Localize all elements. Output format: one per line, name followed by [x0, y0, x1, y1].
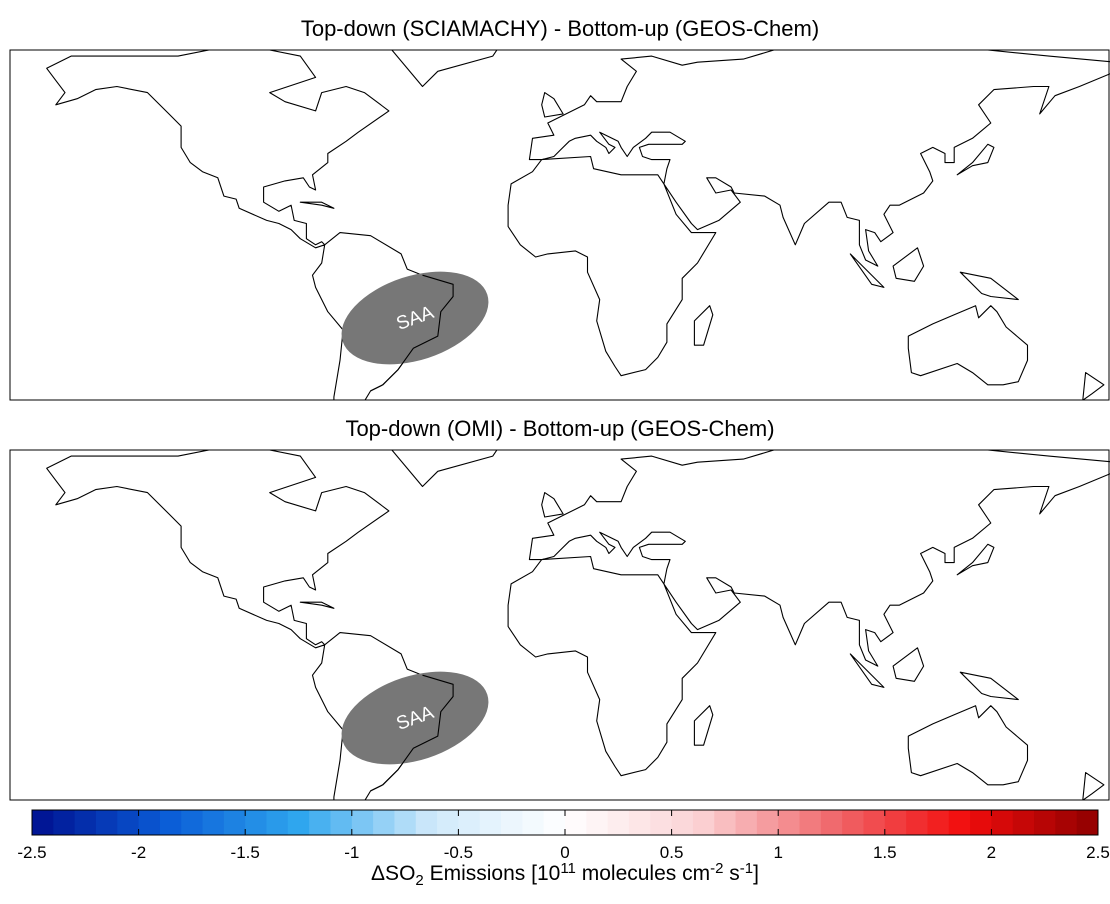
colorbar-cell [223, 810, 246, 835]
colorbar-cell [373, 810, 395, 835]
panel-frame [9, 449, 1110, 801]
colorbar-tick-label: -2 [131, 843, 146, 862]
colorbar-cell [53, 810, 76, 835]
colorbar-tick-label: -1 [344, 843, 359, 862]
colorbar-cell [863, 810, 886, 835]
panel-title: Top-down (SCIAMACHY) - Bottom-up (GEOS-C… [301, 16, 819, 41]
colorbar-tick-label: -2.5 [17, 843, 46, 862]
colorbar-cell [437, 810, 459, 835]
colorbar-cell [991, 810, 1014, 835]
colorbar-cell [415, 810, 438, 835]
colorbar-cell [799, 810, 822, 835]
map: SAA [46, 450, 1110, 800]
label-part: 11 [560, 860, 576, 877]
coastline-over [370, 674, 454, 792]
colorbar-cell [671, 810, 694, 835]
colorbar-tick-label: 2 [987, 843, 996, 862]
colorbar-cell [543, 810, 566, 835]
colorbar-cell [330, 810, 353, 835]
colorbar-cell [138, 810, 161, 835]
colorbar-tick-label: 0 [560, 843, 569, 862]
colorbar-cell [927, 810, 950, 835]
saa-region [341, 671, 489, 765]
coastline-over [370, 274, 454, 392]
colorbar-cell [820, 810, 843, 835]
colorbar-cell [607, 810, 630, 835]
colorbar-cell [181, 810, 204, 835]
colorbar-cell [245, 810, 268, 835]
coastline [46, 450, 1110, 800]
colorbar-cell [778, 810, 801, 835]
colorbar-cell [394, 810, 417, 835]
map: SAA [46, 50, 1110, 400]
colorbar-cell [735, 810, 758, 835]
colorbar-tick-label: 2.5 [1086, 843, 1110, 862]
colorbar-cell [479, 810, 502, 835]
colorbar-cell [586, 810, 609, 835]
colorbar-cell [117, 810, 140, 835]
colorbar-cell [522, 810, 545, 835]
colorbar-cell [1012, 810, 1035, 835]
colorbar-tick-label: 1.5 [873, 843, 897, 862]
colorbar-cell [202, 810, 225, 835]
colorbar-cell [1055, 810, 1078, 835]
label-part: s [723, 862, 739, 885]
colorbar-cell [351, 810, 374, 835]
saa-region [341, 271, 489, 365]
colorbar-cell [266, 810, 289, 835]
label-part: ΔSO [371, 862, 415, 885]
colorbar-cell [692, 810, 715, 835]
colorbar-tick-label: -0.5 [444, 843, 473, 862]
colorbar-tick-label: -1.5 [231, 843, 260, 862]
colorbar-cell [628, 810, 651, 835]
colorbar-cell [458, 810, 481, 835]
colorbar-tick-label: 1 [773, 843, 782, 862]
colorbar-label: ΔSO2 Emissions [1011 molecules cm-2 s-1] [371, 860, 759, 888]
colorbar-cell [714, 810, 737, 835]
colorbar-cell [948, 810, 971, 835]
colorbar-cell [32, 810, 54, 835]
colorbar-cell [906, 810, 928, 835]
colorbar-cell [756, 810, 779, 835]
colorbar-cell [501, 810, 523, 835]
colorbar-cell [1034, 810, 1056, 835]
colorbar-tick-label: 0.5 [660, 843, 684, 862]
colorbar-cell [309, 810, 331, 835]
label-part: -1 [740, 860, 753, 877]
label-part: molecules cm [576, 862, 710, 885]
panel-title: Top-down (OMI) - Bottom-up (GEOS-Chem) [345, 416, 774, 441]
colorbar-cell [95, 810, 118, 835]
colorbar-cell [1076, 810, 1099, 835]
coastline [46, 50, 1110, 400]
colorbar-cell [970, 810, 992, 835]
colorbar-cell [565, 810, 587, 835]
label-part: 2 [415, 872, 423, 889]
colorbar-cell [159, 810, 182, 835]
colorbar-cell [884, 810, 907, 835]
label-part: Emissions [10 [424, 862, 561, 885]
colorbar-cell [650, 810, 673, 835]
colorbar-cell [74, 810, 97, 835]
label-part: ] [753, 862, 759, 885]
label-part: -2 [710, 860, 723, 877]
colorbar-cell [287, 810, 310, 835]
colorbar-cell [842, 810, 864, 835]
panel-frame [9, 49, 1110, 401]
